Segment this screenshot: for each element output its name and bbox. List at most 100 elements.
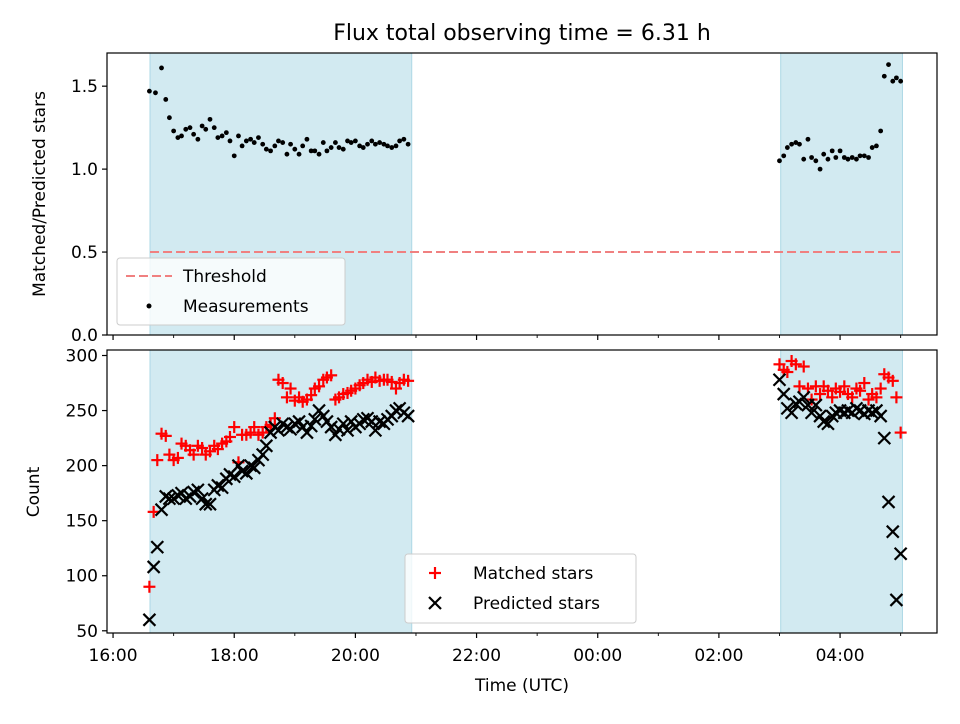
matched-star-point <box>886 374 899 387</box>
observing-interval-shade <box>780 52 903 336</box>
measurement-point <box>300 143 306 149</box>
bottom-legend: Matched stars Predicted stars <box>404 553 637 624</box>
matched-star-point <box>858 377 871 390</box>
measurement-point <box>854 156 859 162</box>
predicted-star-point <box>154 502 169 517</box>
measurement-point <box>171 128 177 134</box>
legend-matched-label: Matched stars <box>473 564 593 584</box>
measurement-point <box>211 125 217 131</box>
matched-star-point <box>284 382 297 395</box>
legend-predicted-label: Predicted stars <box>473 594 600 614</box>
x-tick-label: 02:00 <box>694 646 743 666</box>
measurement-point <box>352 138 358 144</box>
predicted-star-point <box>142 613 157 627</box>
bottom-y-axis-label: Count <box>24 466 44 517</box>
measurement-point <box>841 155 847 160</box>
measurement-point <box>163 97 169 102</box>
measurement-point <box>167 115 172 121</box>
measurements-series <box>147 62 904 172</box>
predicted-star-point <box>893 546 908 561</box>
top-y-tick-label: 1.5 <box>71 77 98 97</box>
measurement-point <box>401 136 407 142</box>
measurement-point <box>805 136 811 142</box>
matched-star-point <box>781 366 794 379</box>
measurement-point <box>389 145 395 150</box>
measurement-point <box>874 143 879 149</box>
measurement-point <box>292 146 298 152</box>
measurement-point <box>861 153 867 159</box>
legend-matched-swatch <box>429 567 441 579</box>
predicted-stars-series <box>142 372 908 627</box>
predicted-star-point <box>227 469 242 484</box>
measurement-point <box>377 140 383 145</box>
predicted-star-point <box>841 403 855 418</box>
measurement-point <box>251 140 257 145</box>
matched-star-point <box>143 580 156 593</box>
measurement-point <box>801 156 807 162</box>
x-tick-label: 04:00 <box>816 646 865 666</box>
measurement-point <box>857 153 863 159</box>
matched-star-point <box>223 430 236 443</box>
matched-star-point <box>159 429 172 442</box>
predicted-star-point <box>235 464 249 478</box>
top-y-axis-label: Matched/Predicted stars <box>30 91 50 297</box>
predicted-star-point <box>239 466 254 481</box>
measurement-point <box>328 145 334 150</box>
measurement-point <box>316 151 322 157</box>
measurement-point <box>817 166 823 172</box>
predicted-star-point <box>259 439 274 453</box>
measurement-point <box>405 141 411 147</box>
measurement-point <box>878 128 884 134</box>
matched-star-point <box>313 380 326 393</box>
matched-star-point <box>793 380 806 393</box>
predicted-star-point <box>821 417 835 431</box>
measurement-point <box>372 141 378 147</box>
predicted-star-point <box>401 409 415 423</box>
measurement-point <box>833 155 839 160</box>
measurement-point <box>223 130 229 136</box>
predicted-star-point <box>150 540 165 554</box>
x-axis-label: Time (UTC) <box>474 676 569 696</box>
x-tick-label: 20:00 <box>331 646 380 666</box>
matched-star-point <box>890 391 903 404</box>
measurement-point <box>260 141 266 147</box>
measurement-point <box>179 133 184 139</box>
predicted-star-point <box>776 387 791 401</box>
predicted-star-point <box>271 423 286 438</box>
measurement-point <box>369 138 375 144</box>
measurement-point <box>153 90 158 96</box>
measurement-point <box>308 148 314 154</box>
measurement-point <box>175 135 181 141</box>
bottom-y-tick-label: 100 <box>66 567 98 587</box>
legend-measurements-label: Measurements <box>183 297 309 317</box>
matched-star-point <box>846 391 859 404</box>
top-y-tick-label: 1.0 <box>71 160 98 180</box>
matched-star-point <box>276 377 289 390</box>
measurement-point <box>333 140 338 145</box>
predicted-star-point <box>877 431 892 445</box>
measurement-point <box>381 141 387 147</box>
measurement-point <box>881 73 887 79</box>
predicted-star-point <box>784 405 799 420</box>
measurement-point <box>845 156 851 162</box>
measurement-point <box>784 145 790 150</box>
matched-star-point <box>814 388 827 401</box>
measurement-point <box>777 158 782 164</box>
predicted-star-point <box>324 420 338 434</box>
predicted-star-point <box>873 409 888 423</box>
predicted-star-point <box>308 412 322 427</box>
matched-star-point <box>789 358 802 371</box>
measurement-point <box>272 143 278 149</box>
matched-star-point <box>797 360 810 373</box>
observing-interval-shade <box>149 349 413 634</box>
panel-bottom: 50 100 150 200 250 300 16:00 18:00 20:00 22:00 00… <box>24 347 938 696</box>
predicted-star-point <box>186 485 201 499</box>
measurement-point <box>360 145 366 150</box>
measurement-point <box>183 126 189 132</box>
bottom-y-tick-label: 200 <box>66 457 98 477</box>
bottom-plot-frame <box>106 349 938 634</box>
measurement-point <box>813 158 819 164</box>
chart-title: Flux total observing time = 6.31 h <box>333 21 711 46</box>
matched-star-point <box>402 374 415 387</box>
